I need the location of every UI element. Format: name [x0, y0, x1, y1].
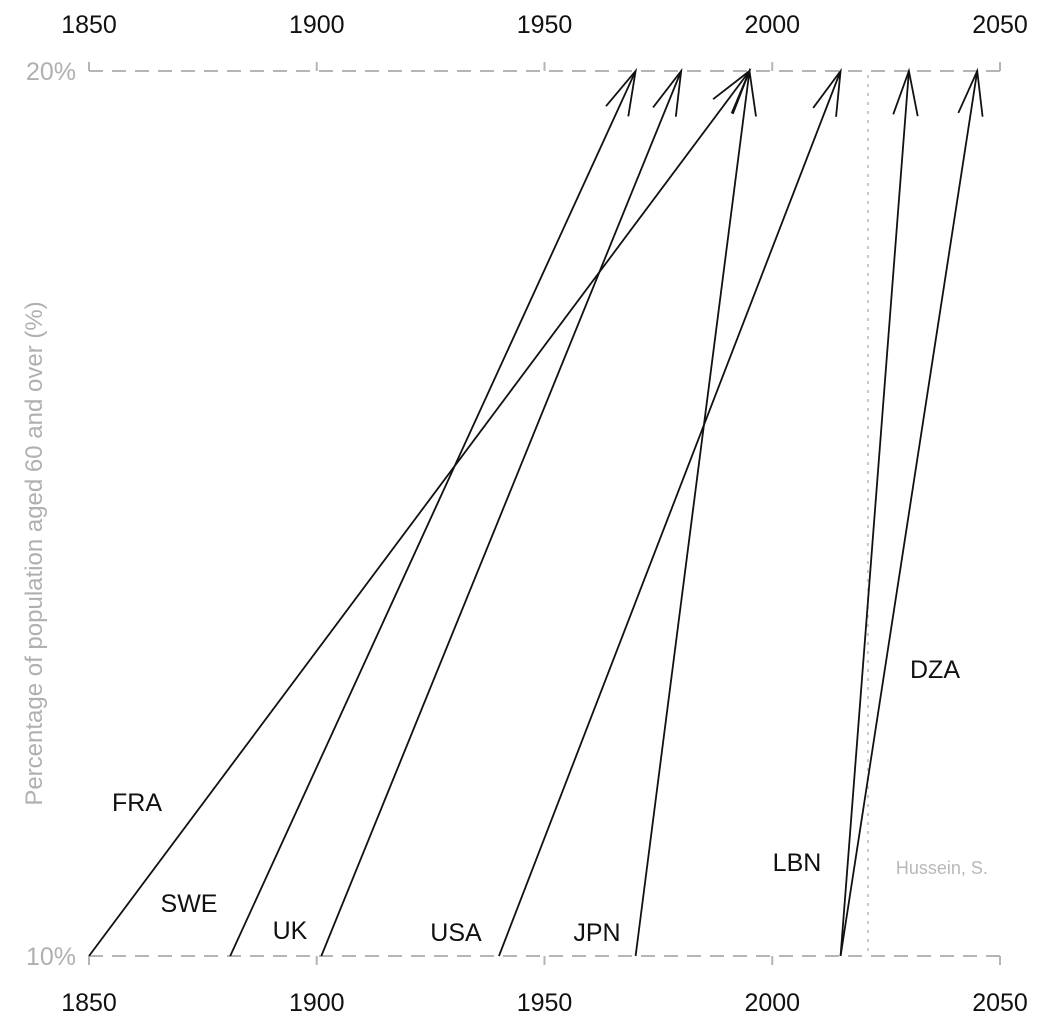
x-tick-label-top: 2000 — [744, 11, 800, 39]
arrow-shaft — [839, 70, 979, 957]
arrow-shaft — [88, 70, 751, 957]
series-label-swe: SWE — [161, 890, 218, 918]
series-label-lbn: LBN — [773, 849, 822, 877]
y-tick-label: 20% — [26, 58, 76, 86]
axes — [88, 62, 1001, 965]
x-tick-label-top: 2050 — [972, 11, 1028, 39]
arrow-shaft — [634, 70, 751, 957]
x-tick-label-top: 1900 — [289, 11, 345, 39]
y-tick-label: 10% — [26, 943, 76, 971]
arrow-shaft — [320, 70, 682, 957]
arrow-head — [730, 67, 757, 117]
series-label-fra: FRA — [112, 789, 162, 817]
arrow-head — [892, 67, 919, 117]
arrow-shaft — [498, 70, 842, 957]
x-tick-label-bottom: 1950 — [517, 989, 573, 1017]
series-arrow-usa — [498, 67, 842, 957]
series-arrow-uk — [320, 67, 683, 957]
x-tick-label-bottom: 2050 — [972, 989, 1028, 1017]
x-tick-label-top: 1950 — [517, 11, 573, 39]
arrow-head — [652, 67, 683, 117]
series-label-uk: UK — [273, 917, 308, 945]
arrow-shaft — [229, 70, 637, 957]
series-label-usa: USA — [430, 919, 482, 947]
arrow-head — [605, 67, 638, 117]
series-arrow-lbn — [839, 67, 919, 957]
x-tick-label-bottom: 1850 — [61, 989, 117, 1017]
arrow-head — [957, 67, 984, 117]
series-label-jpn: JPN — [573, 919, 620, 947]
series-arrow-dza — [839, 67, 984, 957]
chart-labels: 1850 1850 1900 1900 1950 1950 2000 2000 2050 2050… — [21, 11, 1028, 1017]
series-arrow-swe — [229, 67, 638, 957]
series-arrow-jpn — [634, 67, 757, 957]
arrow-head — [812, 67, 842, 117]
series-arrow-fra — [88, 68, 752, 957]
arrow-shaft — [839, 70, 910, 957]
chart-marks — [88, 67, 984, 957]
x-tick-label-bottom: 1900 — [289, 989, 345, 1017]
x-tick-label-top: 1850 — [61, 11, 117, 39]
x-tick-label-bottom: 2000 — [744, 989, 800, 1017]
series-label-dza: DZA — [910, 656, 960, 684]
credit-text: Hussein, S. — [896, 858, 988, 878]
y-axis-title: Percentage of population aged 60 and ove… — [21, 301, 48, 805]
